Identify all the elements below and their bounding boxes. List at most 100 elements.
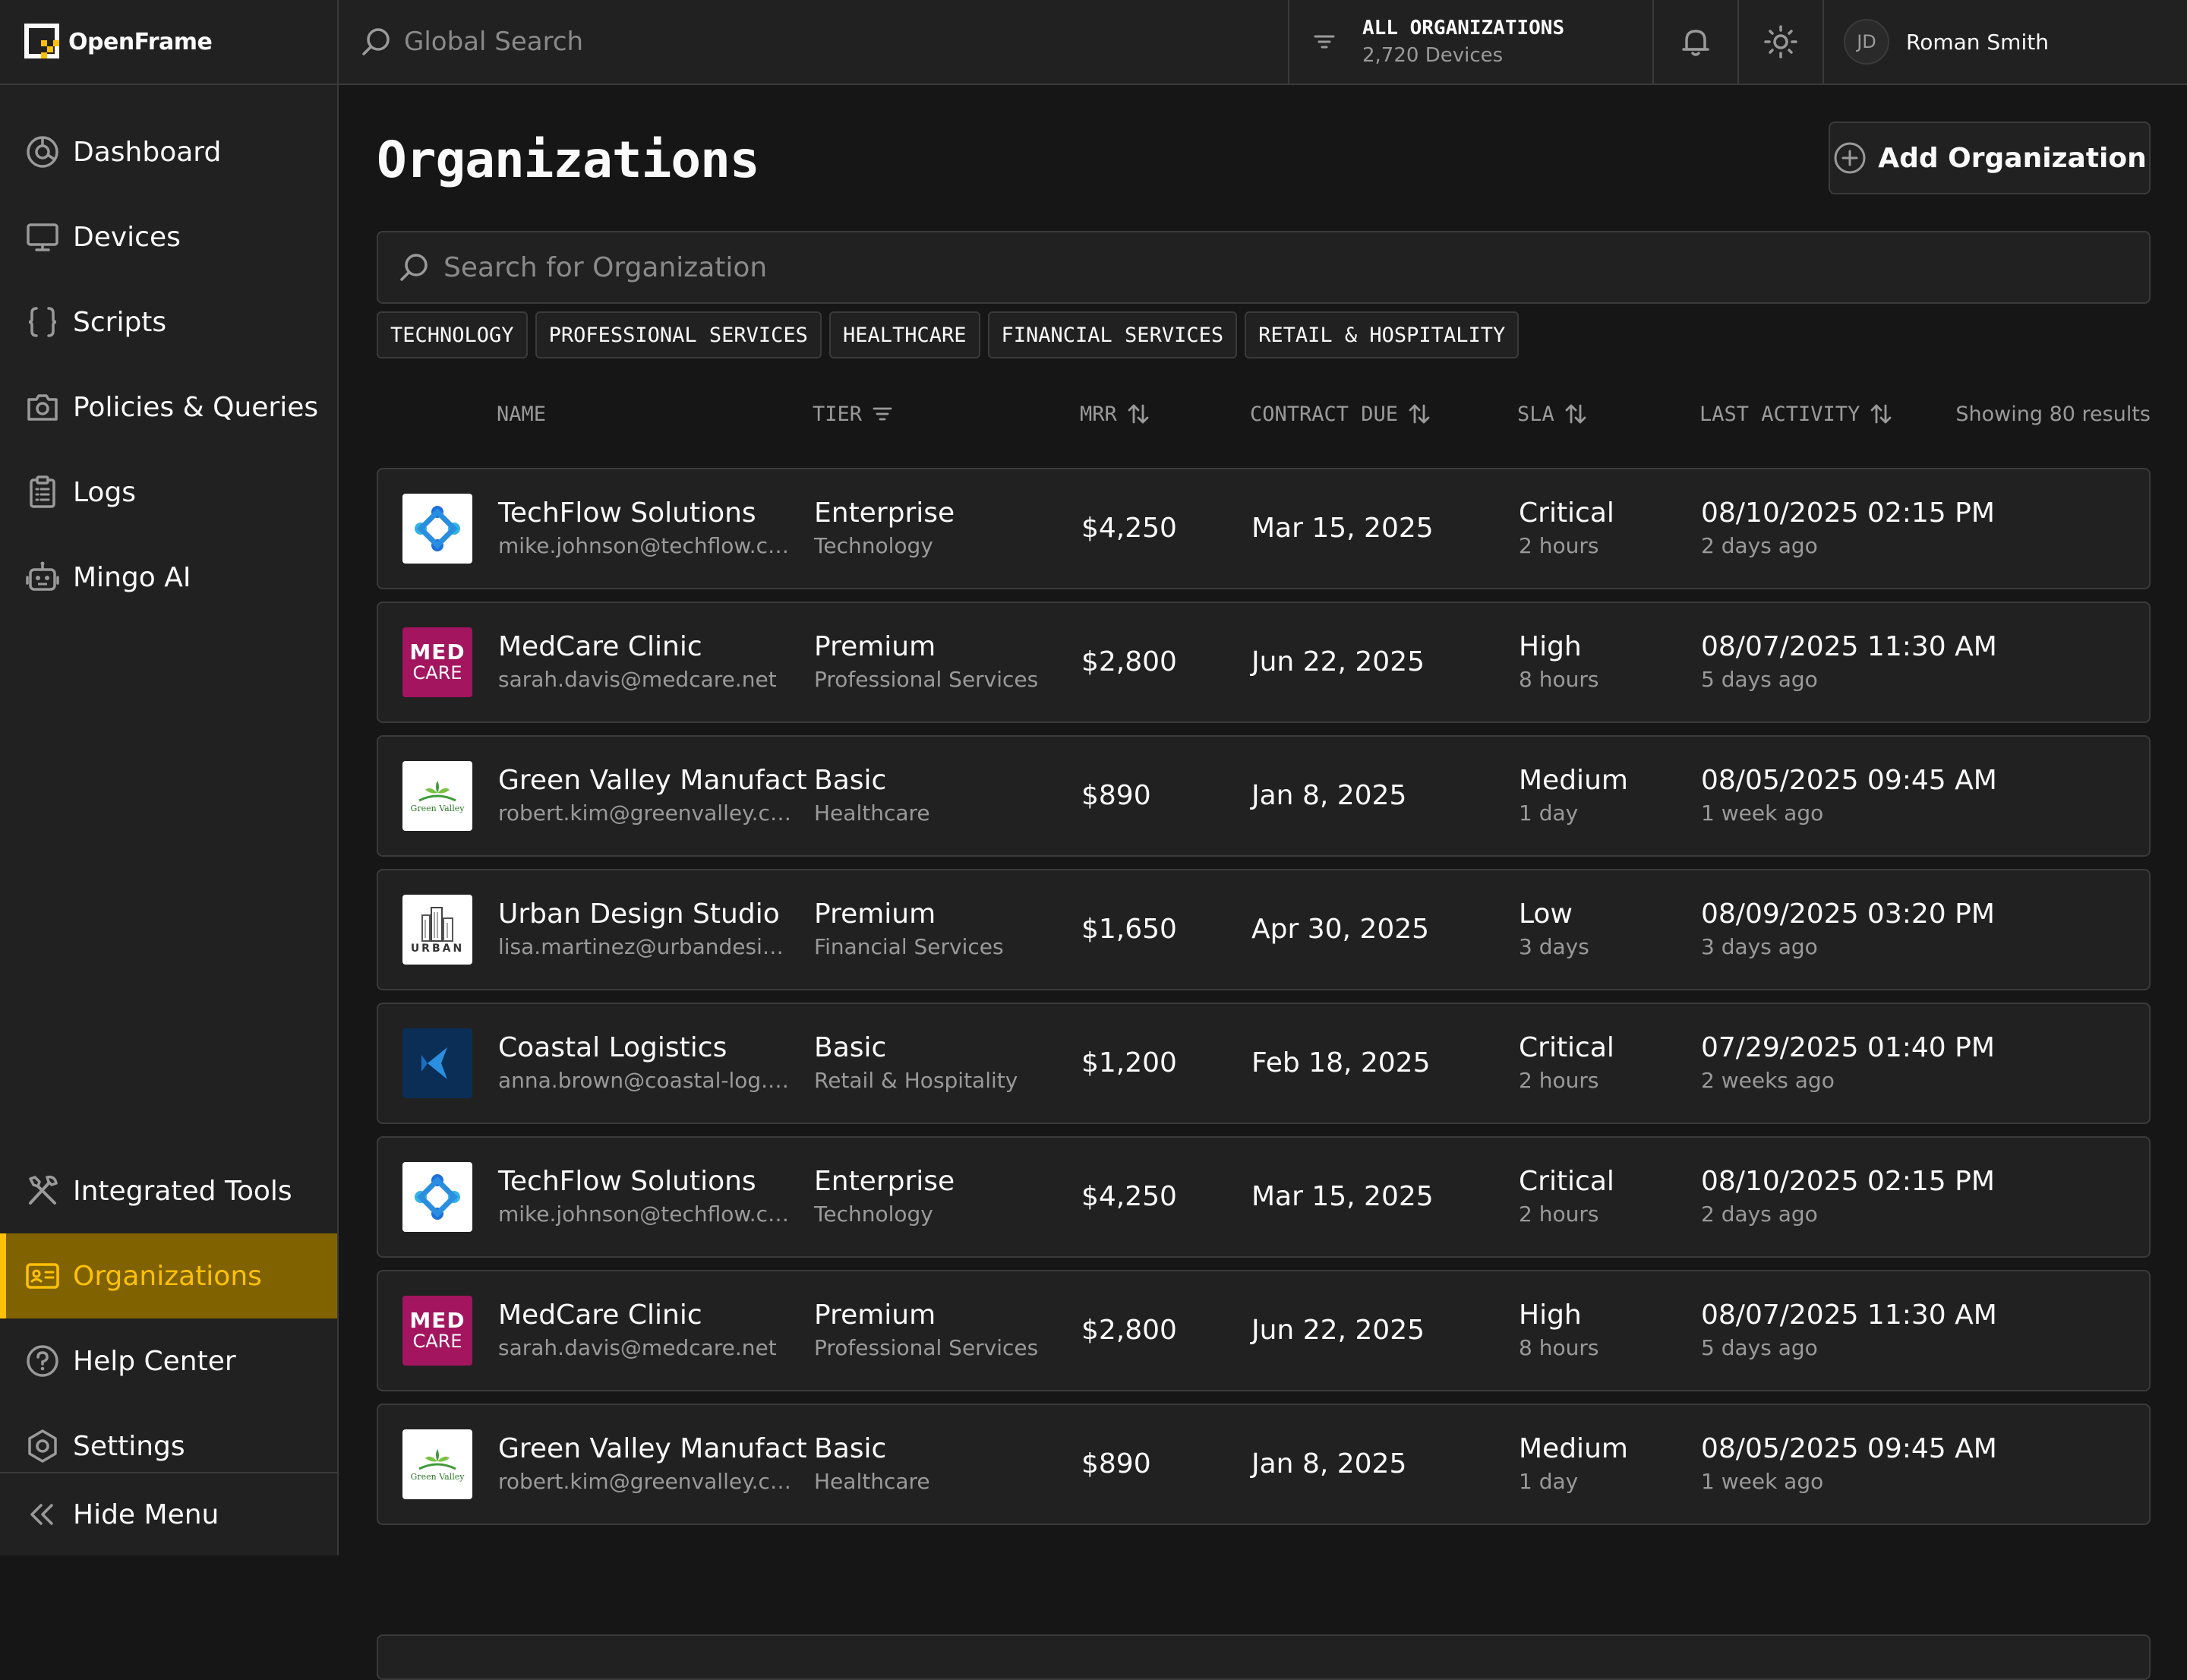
sort-icon[interactable] (1869, 402, 1893, 426)
table-header: NAME TIER MRR CONTRACT DUE SLA LAST ACTI… (377, 395, 2151, 433)
last-activity-relative: 2 days ago (1701, 533, 1818, 558)
table-row[interactable]: MED CARE MedCare Clinic sarah.davis@medc… (377, 602, 2151, 723)
avatar: JD (1844, 19, 1889, 65)
table-row[interactable] (377, 1634, 2151, 1680)
organization-email: mike.johnson@techflow.com (498, 1202, 796, 1227)
sidebar-item-label: Organizations (73, 1260, 262, 1292)
sidebar-item-organizations[interactable]: Organizations (0, 1233, 337, 1318)
industry-value: Financial Services (814, 934, 1004, 959)
sla-cell: High 8 hours (1519, 1271, 1671, 1390)
sort-icon[interactable] (1126, 402, 1150, 426)
table-row[interactable]: URBAN Urban Design Studio lisa.martinez@… (377, 869, 2151, 990)
results-count: Showing 80 results (1955, 402, 2151, 426)
mrr-value: $1,650 (1081, 914, 1177, 945)
last-activity-relative: 5 days ago (1701, 1335, 1818, 1360)
table-row[interactable]: TechFlow Solutions mike.johnson@techflow… (377, 468, 2151, 589)
green-valley-logo-icon (418, 781, 456, 802)
column-header-contract-due[interactable]: CONTRACT DUE (1250, 395, 1431, 433)
last-activity-relative: 2 weeks ago (1701, 1068, 1835, 1093)
column-header-mrr[interactable]: MRR (1080, 395, 1150, 433)
organization-search-input[interactable]: Search for Organization (377, 231, 2151, 304)
last-activity-cell: 07/29/2025 01:40 PM 2 weeks ago (1701, 1004, 2126, 1123)
column-header-tier[interactable]: TIER (813, 395, 894, 433)
tag-financial-services[interactable]: FINANCIAL SERVICES (987, 311, 1238, 358)
id-card-icon (24, 1258, 61, 1294)
filter-icon[interactable] (871, 403, 894, 425)
green-valley-logo-text: Green Valley (410, 804, 465, 813)
global-search[interactable]: Global Search (339, 0, 1289, 84)
dashboard-icon (24, 134, 61, 170)
column-header-name[interactable]: NAME (497, 395, 546, 433)
sla-level: Critical (1519, 1166, 1614, 1197)
organization-email: sarah.davis@medcare.net (498, 1335, 777, 1360)
mrr-value: $1,200 (1081, 1047, 1177, 1078)
sidebar-item-devices[interactable]: Devices (0, 194, 337, 279)
last-activity-timestamp: 08/10/2025 02:15 PM (1701, 497, 1995, 529)
organization-name[interactable]: Green Valley Manufact (498, 1433, 807, 1464)
hide-menu-button[interactable]: Hide Menu (0, 1473, 337, 1555)
column-header-sla[interactable]: SLA (1517, 395, 1588, 433)
mrr-value: $890 (1081, 1448, 1151, 1479)
sort-icon[interactable] (1407, 402, 1431, 426)
table-row[interactable]: MED CARE MedCare Clinic sarah.davis@medc… (377, 1270, 2151, 1391)
tag-professional-services[interactable]: PROFESSIONAL SERVICES (535, 311, 822, 358)
tier-value: Premium (814, 1299, 936, 1331)
table-row[interactable]: TechFlow Solutions mike.johnson@techflow… (377, 1136, 2151, 1258)
last-activity-timestamp: 08/05/2025 09:45 AM (1701, 1433, 1997, 1464)
sidebar-item-scripts[interactable]: Scripts (0, 279, 337, 365)
contract-due-value: Jan 8, 2025 (1251, 780, 1407, 811)
column-header-last-activity[interactable]: LAST ACTIVITY (1699, 395, 1893, 433)
last-activity-relative: 2 days ago (1701, 1202, 1818, 1227)
table-row[interactable]: Coastal Logistics anna.brown@coastal-log… (377, 1003, 2151, 1124)
techflow-logo-icon (415, 1174, 460, 1220)
sla-level: Low (1519, 898, 1573, 930)
table-row[interactable]: Green Valley Green Valley Manufact rober… (377, 735, 2151, 857)
contract-due-value: Feb 18, 2025 (1251, 1047, 1431, 1078)
organization-name[interactable]: MedCare Clinic (498, 631, 702, 662)
table-row[interactable]: Green Valley Green Valley Manufact rober… (377, 1404, 2151, 1525)
organization-cell: Green Valley Manufact robert.kim@greenva… (498, 737, 807, 855)
last-activity-relative: 1 week ago (1701, 1469, 1824, 1494)
sidebar-item-integrated-tools[interactable]: Integrated Tools (0, 1148, 337, 1233)
sla-level: High (1519, 631, 1582, 662)
tag-healthcare[interactable]: HEALTHCARE (828, 311, 980, 358)
organization-name[interactable]: Coastal Logistics (498, 1032, 727, 1063)
tier-value: Enterprise (814, 1166, 955, 1197)
tag-retail-hospitality[interactable]: RETAIL & HOSPITALITY (1245, 311, 1520, 358)
sidebar-item-label: Dashboard (73, 136, 222, 168)
openframe-logo-icon (24, 24, 59, 58)
sidebar-item-help-center[interactable]: Help Center (0, 1318, 337, 1404)
organization-name[interactable]: Urban Design Studio (498, 898, 780, 930)
theme-toggle-button[interactable] (1739, 0, 1824, 84)
urban-building-logo-icon (421, 907, 453, 942)
sla-level: Critical (1519, 497, 1614, 529)
tag-technology[interactable]: TECHNOLOGY (377, 311, 528, 358)
mrr-value: $2,800 (1081, 646, 1177, 677)
organization-name[interactable]: MedCare Clinic (498, 1299, 702, 1331)
user-menu[interactable]: JD Roman Smith (1824, 0, 2187, 84)
notifications-button[interactable] (1654, 0, 1739, 84)
sidebar-item-policies-queries[interactable]: Policies & Queries (0, 365, 337, 450)
organization-filter[interactable]: ALL ORGANIZATIONS 2,720 Devices (1289, 0, 1654, 84)
sidebar-item-mingo-ai[interactable]: Mingo AI (0, 535, 337, 620)
tier-cell: Basic Retail & Hospitality (814, 1004, 1057, 1123)
sidebar-item-settings[interactable]: Settings (0, 1404, 337, 1489)
sort-icon[interactable] (1564, 402, 1588, 426)
medcare-logo-text: CARE (412, 1331, 462, 1352)
organization-cell: TechFlow Solutions mike.johnson@techflow… (498, 469, 802, 588)
org-filter-title: ALL ORGANIZATIONS (1362, 17, 1565, 39)
app-logo[interactable]: OpenFrame (0, 0, 339, 84)
organization-name[interactable]: Green Valley Manufact (498, 765, 807, 796)
sla-time: 3 days (1519, 934, 1589, 959)
sidebar-item-logs[interactable]: Logs (0, 450, 337, 535)
add-organization-button[interactable]: Add Organization (1829, 122, 2151, 194)
contract-due-cell: Jan 8, 2025 (1251, 1405, 1494, 1524)
organization-name[interactable]: TechFlow Solutions (498, 1166, 756, 1197)
hide-menu-label: Hide Menu (73, 1498, 219, 1530)
organization-name[interactable]: TechFlow Solutions (498, 497, 756, 529)
tier-cell: Premium Professional Services (814, 1271, 1057, 1390)
last-activity-relative: 3 days ago (1701, 934, 1818, 959)
sidebar: Dashboard Devices Scripts Policies & Que… (0, 85, 339, 1555)
sla-cell: Critical 2 hours (1519, 1138, 1671, 1256)
sidebar-item-dashboard[interactable]: Dashboard (0, 109, 337, 194)
